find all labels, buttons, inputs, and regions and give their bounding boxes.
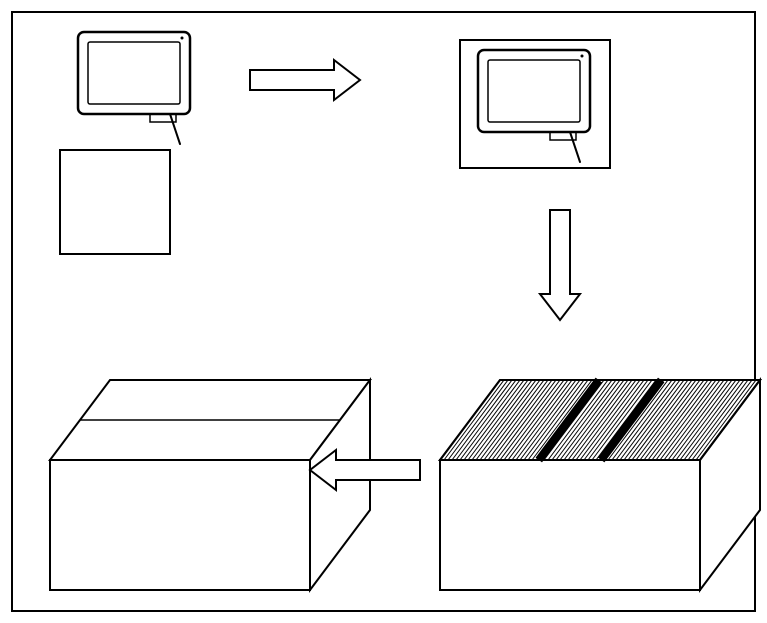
step1-tablet-screen (88, 42, 180, 104)
step3-box (440, 380, 760, 590)
step4-box (50, 380, 370, 590)
step3-box-front (440, 460, 700, 590)
arrow-1-right (250, 60, 360, 100)
step2-tablet-camera (581, 55, 584, 58)
step2-tablet-screen (488, 60, 580, 122)
step1-tablet-camera (181, 37, 184, 40)
step1-tablet (78, 32, 190, 144)
step4-box-front (50, 460, 310, 590)
step1-base-square (60, 150, 170, 254)
arrow-2-down (540, 210, 580, 320)
step1-tablet-stylus (170, 114, 180, 144)
